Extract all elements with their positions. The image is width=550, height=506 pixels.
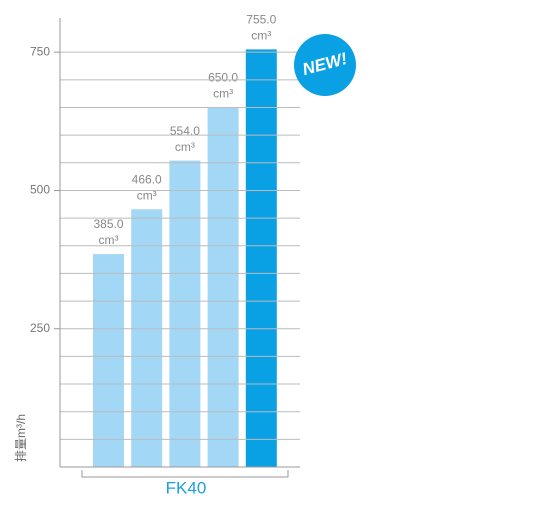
value-label: 650.0 [208, 71, 238, 85]
unit-label: cm³ [251, 29, 271, 43]
unit-label: cm³ [175, 140, 195, 154]
bar [131, 209, 163, 468]
unit-label: cm³ [99, 233, 119, 247]
value-label: 466.0 [132, 172, 162, 186]
bar [245, 49, 277, 468]
bar [207, 107, 239, 467]
group-label: FK40 [166, 478, 207, 497]
badge-circle [294, 34, 356, 96]
unit-label: cm³ [213, 87, 233, 101]
value-label: 755.0 [246, 13, 276, 27]
bar [169, 160, 201, 467]
group-bracket [81, 470, 289, 478]
y-tick-label: 250 [30, 321, 50, 335]
unit-label: cm³ [137, 188, 157, 202]
badge: NEW! [294, 34, 356, 96]
value-label: 385.0 [93, 217, 123, 231]
y-tick-label: 750 [30, 44, 50, 58]
y-axis-label: 排量m³/h [14, 414, 28, 462]
value-label: 554.0 [170, 124, 200, 138]
y-tick-label: 500 [30, 183, 50, 197]
bar [93, 254, 124, 467]
